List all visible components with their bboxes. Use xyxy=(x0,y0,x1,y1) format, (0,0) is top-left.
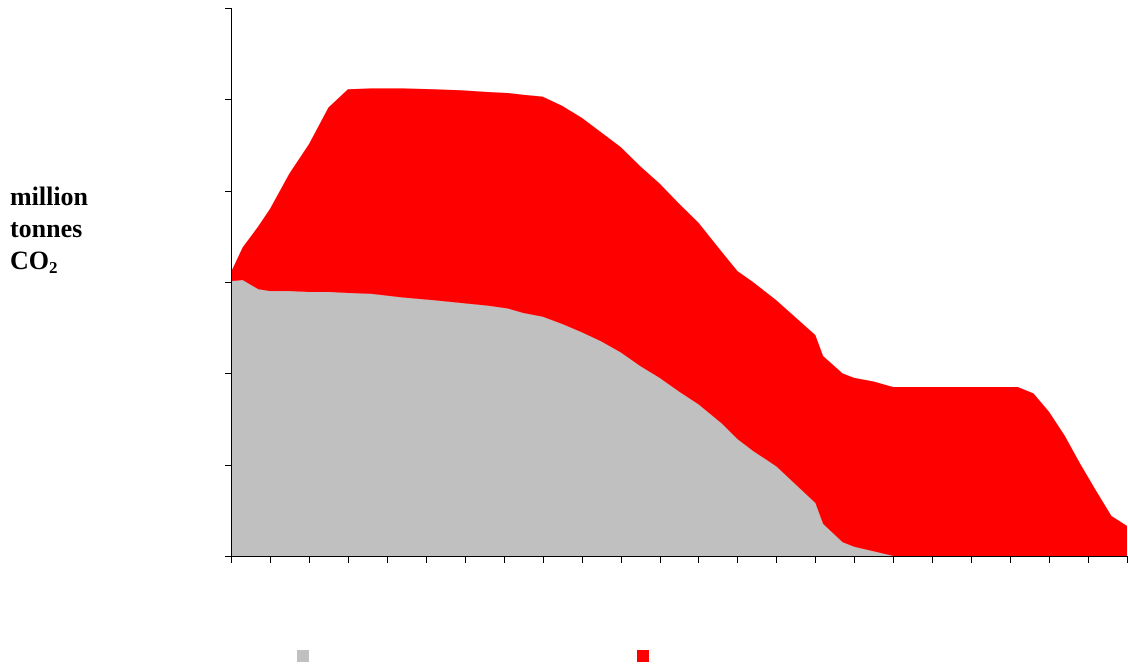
y-axis-label-subscript: 2 xyxy=(49,258,58,277)
y-axis xyxy=(225,8,232,557)
y-axis-label-line2: tonnes xyxy=(10,214,83,243)
y-axis-label-line3: CO2 xyxy=(10,245,88,277)
legend-swatch-grey-series xyxy=(297,650,309,662)
y-axis-label-co: CO xyxy=(10,246,49,275)
x-axis xyxy=(231,556,1128,563)
chart-areas xyxy=(231,88,1127,556)
y-axis-label: million tonnes CO2 xyxy=(10,181,88,277)
y-axis-label-line1: million xyxy=(10,182,89,211)
area-series-1 xyxy=(231,280,1127,556)
legend-swatch-red-series xyxy=(637,650,649,662)
area-series-2 xyxy=(231,88,1127,556)
